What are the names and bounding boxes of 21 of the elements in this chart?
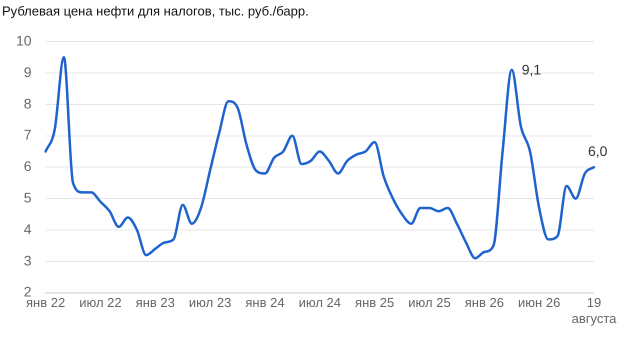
data-label: 9,1 (522, 62, 542, 78)
x-tick-label: июл 25 (408, 295, 451, 310)
x-tick-label: янв 24 (245, 295, 285, 310)
y-tick-label: 4 (24, 220, 32, 237)
x-tick-label: 19 августа (572, 295, 618, 326)
y-tick-label: 6 (24, 158, 32, 174)
x-tick-label: июл 22 (79, 295, 122, 310)
x-tick-label: июл 23 (188, 295, 232, 310)
x-tick-label: июл 24 (298, 295, 341, 310)
y-tick-label: 5 (24, 189, 32, 206)
x-tick-label: янв 25 (355, 295, 394, 310)
x-tick-label: янв 23 (136, 295, 175, 310)
y-tick-label: 10 (16, 32, 32, 48)
x-tick-label: июн 26 (518, 295, 560, 310)
chart-title: Рублевая цена нефти для налогов, тыс. руб./барр. (2, 3, 309, 18)
data-label: 6,0 (588, 143, 608, 160)
y-tick-label: 3 (24, 252, 32, 268)
y-tick-label: 9 (24, 64, 32, 80)
x-tick-label: янв 26 (464, 295, 504, 310)
y-tick-label: 8 (24, 95, 32, 112)
y-tick-label: 7 (24, 126, 32, 143)
